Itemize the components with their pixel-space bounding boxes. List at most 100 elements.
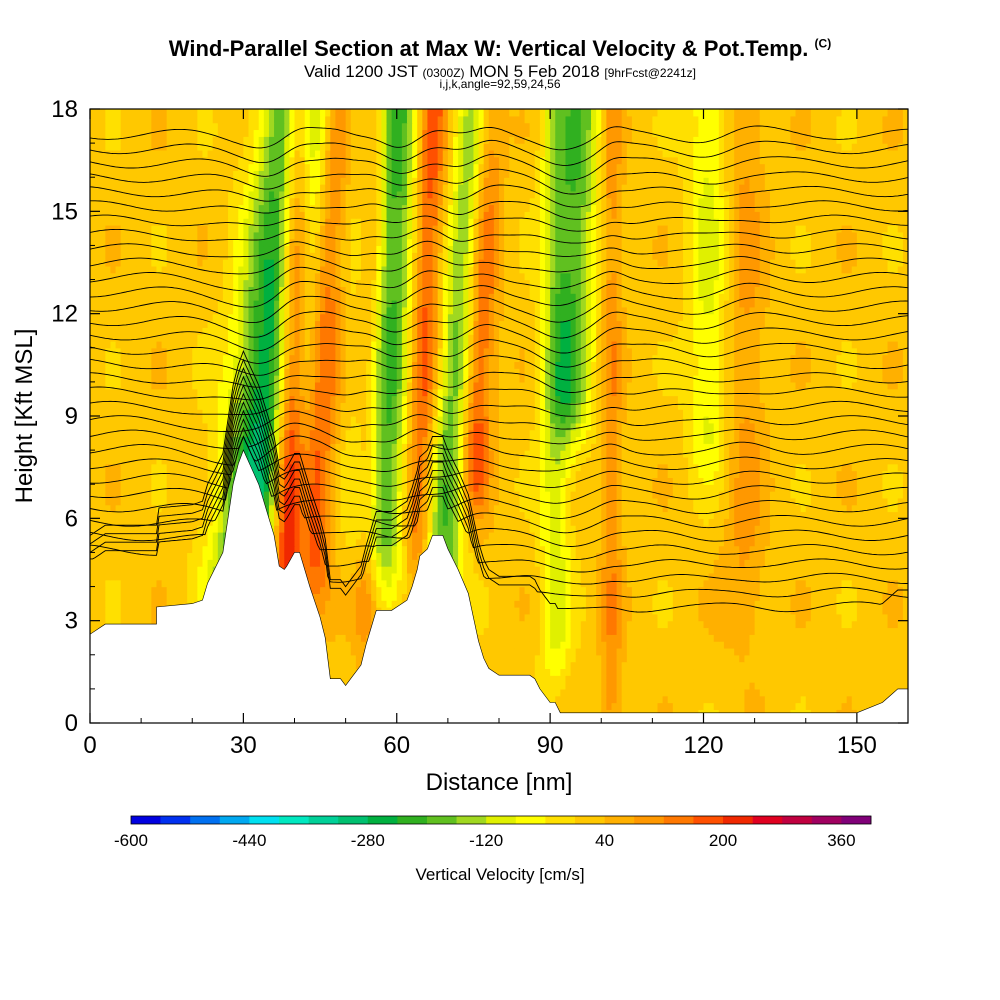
velocity-cell [330, 572, 336, 581]
velocity-cell [826, 688, 832, 697]
velocity-cell [637, 552, 643, 560]
velocity-cell [672, 620, 679, 629]
velocity-cell [647, 593, 653, 601]
velocity-cell [330, 566, 336, 574]
velocity-cell [642, 695, 648, 704]
velocity-cell [790, 688, 797, 697]
velocity-cell [626, 620, 633, 629]
velocity-cell [877, 627, 884, 635]
velocity-cell [529, 525, 536, 533]
velocity-cell [856, 525, 863, 533]
velocity-cell [529, 586, 536, 594]
velocity-cell [826, 511, 832, 519]
velocity-cell [672, 695, 679, 704]
velocity-cell [739, 654, 745, 663]
velocity-cell [596, 682, 602, 690]
velocity-cell [800, 566, 807, 574]
velocity-cell [698, 511, 705, 519]
velocity-cell [412, 552, 418, 560]
velocity-cell [555, 675, 561, 683]
velocity-cell [759, 531, 766, 540]
velocity-cell [202, 538, 209, 547]
velocity-cell [136, 613, 142, 622]
velocity-cell [780, 695, 786, 704]
velocity-cell [810, 634, 817, 642]
velocity-cell [217, 525, 224, 533]
velocity-cell [141, 531, 147, 540]
velocity-cell [785, 695, 792, 704]
velocity-cell [161, 552, 168, 560]
velocity-cell [396, 538, 403, 547]
velocity-cell [667, 572, 674, 581]
velocity-cell [386, 531, 393, 540]
velocity-cell [345, 607, 352, 615]
velocity-cell [591, 695, 597, 704]
velocity-cell [350, 627, 357, 635]
velocity-cell [815, 531, 822, 540]
velocity-cell [815, 552, 822, 560]
velocity-cell [606, 702, 613, 710]
velocity-cell [555, 620, 561, 629]
velocity-cell [677, 702, 684, 710]
velocity-cell [626, 518, 633, 526]
velocity-cell [826, 702, 832, 710]
velocity-cell [345, 627, 352, 635]
velocity-cell [637, 647, 643, 656]
velocity-cell [146, 545, 152, 554]
velocity-cell [483, 531, 490, 540]
velocity-cell [100, 518, 106, 526]
velocity-cell [652, 545, 659, 554]
velocity-cell [350, 668, 357, 676]
velocity-cell [161, 572, 168, 581]
velocity-cell [734, 654, 740, 663]
velocity-cell [800, 682, 807, 690]
velocity-cell [826, 531, 832, 540]
velocity-cell [657, 518, 664, 526]
velocity-cell [657, 552, 664, 560]
velocity-cell [355, 607, 362, 615]
velocity-cell [350, 552, 357, 560]
velocity-cell [657, 641, 664, 649]
velocity-cell [499, 661, 505, 670]
velocity-cell [514, 613, 521, 622]
velocity-cell [739, 579, 745, 588]
velocity-cell [161, 504, 168, 513]
velocity-cell [841, 518, 848, 526]
velocity-cell [192, 511, 198, 519]
velocity-cell [810, 661, 817, 670]
velocity-cell [171, 545, 178, 554]
velocity-cell [856, 531, 863, 540]
velocity-cell [713, 627, 720, 635]
velocity-cell [877, 579, 884, 588]
velocity-cell [499, 668, 505, 676]
velocity-cell [519, 607, 526, 615]
velocity-cell [197, 559, 204, 567]
velocity-cell [95, 545, 101, 554]
velocity-cell [386, 593, 393, 601]
velocity-cell [340, 593, 347, 601]
velocity-cell [887, 688, 894, 697]
velocity-cell [693, 627, 699, 635]
velocity-cell [744, 518, 751, 526]
velocity-cell [156, 552, 163, 560]
velocity-cell [749, 647, 756, 656]
velocity-cell [493, 634, 500, 642]
velocity-cell [734, 613, 740, 622]
velocity-cell [693, 525, 699, 533]
velocity-cell [892, 579, 899, 588]
velocity-cell [299, 545, 306, 554]
velocity-cell [478, 572, 485, 581]
velocity-cell [575, 682, 582, 690]
velocity-cell [846, 654, 853, 663]
velocity-cell [560, 627, 567, 635]
velocity-cell [207, 545, 214, 554]
velocity-cell [677, 593, 684, 601]
velocity-cell [534, 675, 541, 683]
velocity-cell [294, 531, 301, 540]
velocity-cell [718, 511, 725, 519]
velocity-cell [151, 559, 158, 567]
velocity-cell [601, 668, 607, 676]
velocity-cell [601, 688, 607, 697]
velocity-cell [483, 613, 490, 622]
velocity-cell [892, 511, 899, 519]
